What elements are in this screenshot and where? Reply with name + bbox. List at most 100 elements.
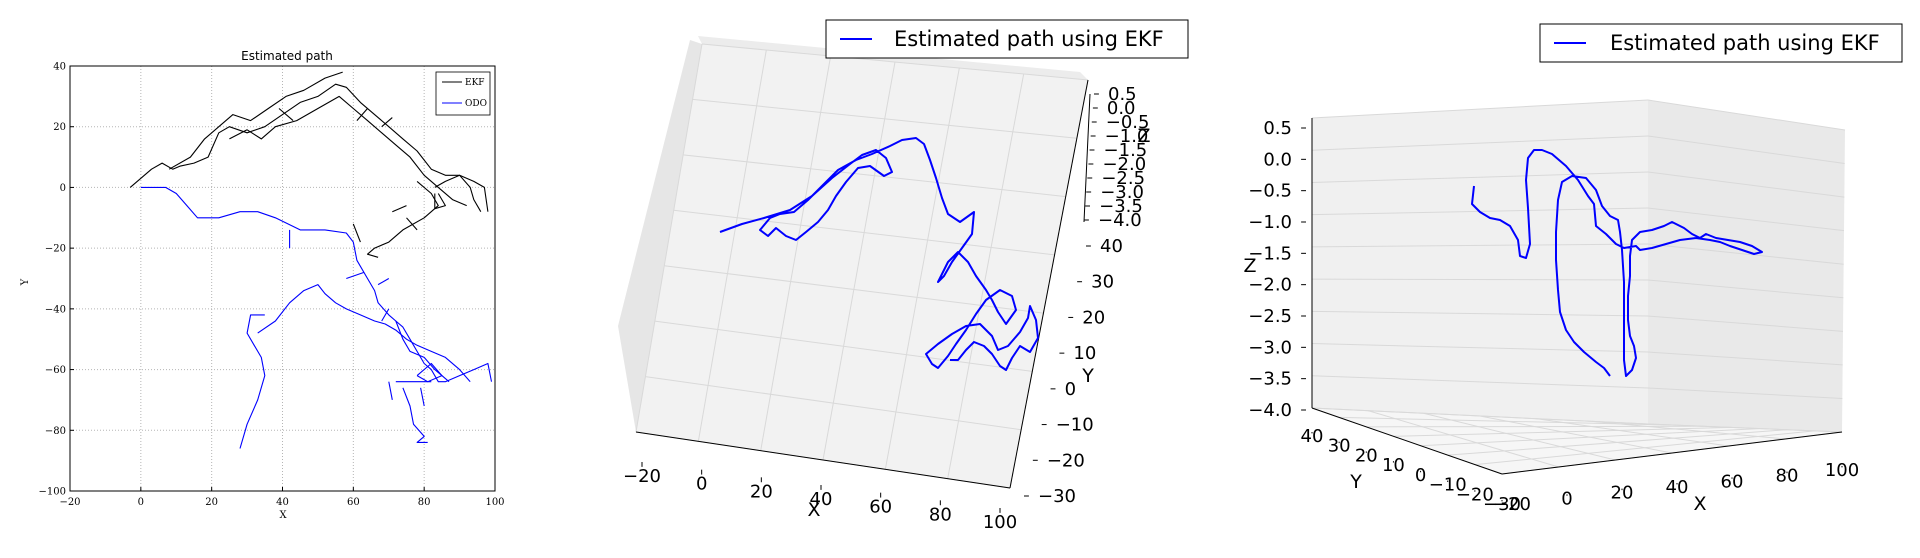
grid-lines (1311, 99, 1846, 475)
x-axis-ticks: −20 0 20 40 60 80 100 (59, 487, 505, 508)
grid-line (1647, 279, 1844, 299)
y-tick-label: −30 (1483, 494, 1521, 515)
z-tick-label: −3.0 (1100, 182, 1144, 203)
y-tick-label: 20 (1355, 445, 1378, 466)
grid-line (1647, 243, 1844, 265)
y-axis-label: Y (1349, 471, 1362, 493)
panel-2d-estimated-path: Estimated path −20 0 20 40 60 80 100 40200−20−… (20, 49, 505, 521)
y-axis-label: Y (20, 278, 31, 286)
grid-line (1591, 420, 1786, 440)
x-tick-label: 100 (485, 497, 504, 508)
x-axis-line (635, 431, 1011, 489)
series-ekf-line (278, 108, 294, 122)
x-tick-label: 0 (138, 497, 144, 508)
y-axis-line (1311, 407, 1503, 475)
y-axis-ticks: 40 20 0 −20 −40 −60 −80 −100 (39, 62, 74, 498)
grid-line (701, 43, 1089, 81)
legend-entry-ekf: EKF (465, 78, 485, 88)
grid-line (1647, 207, 1845, 232)
y-tick-label: 0 (60, 183, 66, 194)
y-tick-label: −20 (45, 244, 66, 255)
grid-line (697, 49, 767, 442)
y-tick-label: −40 (45, 304, 66, 315)
z-tick-label: −2.0 (1102, 154, 1146, 175)
series-odo-line (140, 186, 493, 383)
grid-line (1311, 99, 1649, 119)
series-ekf-line (406, 217, 418, 231)
grid-line (1311, 343, 1649, 353)
ekf-path-3d-side (1471, 149, 1763, 377)
y-tick-label: 30 (1328, 436, 1351, 457)
grid-line (1311, 171, 1649, 183)
y-tick-label: −20 (1456, 484, 1494, 505)
z-tick-label: −3.0 (1248, 337, 1292, 358)
y-tick-label: 10 (1073, 343, 1096, 364)
chart-title: Estimated path (241, 49, 333, 63)
grid-line (1647, 315, 1844, 332)
grid-line (664, 265, 1044, 314)
series-group (129, 71, 493, 449)
grid-line (884, 67, 960, 470)
z-axis-label: Z (1137, 125, 1150, 147)
grid-line (947, 73, 1025, 479)
series-ekf-line (392, 205, 407, 213)
x-tick-label: 20 (205, 497, 218, 508)
series-odo-line (416, 362, 443, 383)
x-tick-label: 0 (1561, 488, 1572, 509)
grid-line (1311, 243, 1649, 248)
x-tick-label: 80 (418, 497, 431, 508)
pane-back-right (1648, 100, 1845, 432)
grid-lines (635, 43, 1089, 489)
series-odo-line (346, 271, 365, 280)
grid-line (1647, 387, 1843, 399)
z-tick-label: 0.0 (1263, 149, 1292, 170)
z-tick-label: −1.5 (1104, 140, 1148, 161)
grid-line (1535, 418, 1729, 447)
y-tick-label: 0 (1415, 465, 1426, 486)
pane-side (618, 40, 702, 432)
x-axis-ticks: −20 0 20 40 60 80 100 (1493, 460, 1859, 515)
y-tick-label: 10 (1382, 455, 1405, 476)
z-tick-label: −0.5 (1248, 181, 1292, 202)
z-axis-ticks: 0.50.0−0.5−1.0−1.5−2.0−2.5−3.0−3.5−4.0 (1084, 84, 1149, 231)
y-axis-label: Y (1081, 365, 1094, 387)
grid-line (635, 43, 703, 433)
legend-box (435, 71, 491, 116)
series-odo-line (239, 314, 266, 449)
y-tick-label: 0 (1065, 379, 1076, 400)
pane-back-left (1312, 100, 1648, 424)
z-tick-label: −2.5 (1248, 306, 1292, 327)
series-ekf-line (356, 108, 368, 121)
grid-line (645, 376, 1022, 431)
legend: Estimated path using EKF (825, 19, 1189, 59)
series-ekf-line (434, 174, 482, 212)
z-tick-label: 0.0 (1107, 98, 1136, 119)
ekf-path-3d-top (719, 137, 1039, 371)
grid-line (1647, 351, 1843, 366)
y-tick-label: −60 (45, 365, 66, 376)
grid-lines (70, 66, 495, 491)
x-tick-label: 40 (1666, 477, 1689, 498)
legend-box (825, 19, 1189, 59)
series-ekf-line (434, 193, 446, 210)
x-tick-label: 60 (1721, 471, 1744, 492)
y-tick-label: 40 (53, 62, 66, 73)
grid-line (1311, 310, 1649, 317)
series-odo-line (420, 387, 425, 407)
grid-line (1479, 415, 1673, 454)
x-tick-label: 40 (810, 489, 833, 510)
legend-entry: Estimated path using EKF (894, 27, 1164, 51)
z-tick-label: −0.5 (1106, 112, 1150, 133)
z-tick-label: −3.5 (1099, 196, 1143, 217)
y-tick-label: −20 (1047, 450, 1085, 471)
y-tick-label: 20 (53, 122, 66, 133)
pane-floor (1312, 408, 1842, 474)
grid-line (683, 154, 1066, 198)
grid-line (1311, 278, 1649, 281)
series-odo-line (257, 284, 471, 383)
x-tick-label: 20 (750, 481, 773, 502)
z-tick-label: −1.5 (1248, 243, 1292, 264)
